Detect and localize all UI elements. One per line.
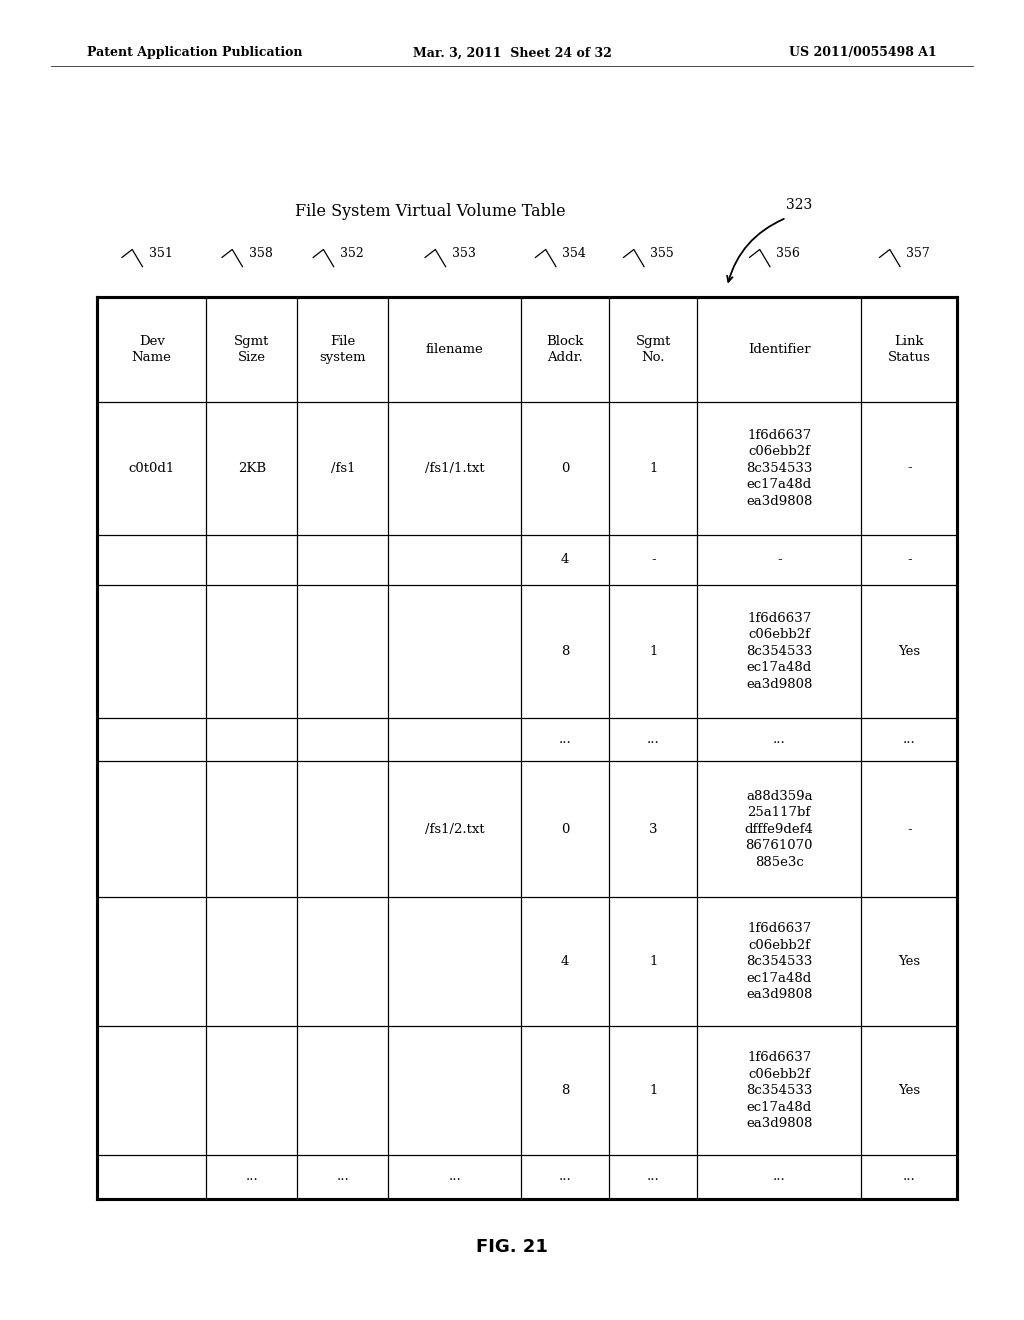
Text: 0: 0 bbox=[561, 462, 569, 475]
Text: 1: 1 bbox=[649, 645, 657, 657]
Text: Yes: Yes bbox=[898, 956, 921, 968]
Text: ...: ... bbox=[337, 1171, 349, 1183]
Text: 3: 3 bbox=[649, 822, 657, 836]
Text: -: - bbox=[907, 462, 911, 475]
Text: ...: ... bbox=[773, 1171, 785, 1183]
Text: Link
Status: Link Status bbox=[888, 334, 931, 364]
Text: 357: 357 bbox=[906, 247, 930, 260]
Text: ...: ... bbox=[647, 733, 659, 746]
Text: Dev
Name: Dev Name bbox=[132, 334, 172, 364]
Text: 1f6d6637
c06ebb2f
8c354533
ec17a48d
ea3d9808: 1f6d6637 c06ebb2f 8c354533 ec17a48d ea3d… bbox=[746, 612, 812, 690]
Text: 358: 358 bbox=[249, 247, 272, 260]
Text: 1f6d6637
c06ebb2f
8c354533
ec17a48d
ea3d9808: 1f6d6637 c06ebb2f 8c354533 ec17a48d ea3d… bbox=[746, 1051, 812, 1130]
Text: ...: ... bbox=[246, 1171, 258, 1183]
Text: Patent Application Publication: Patent Application Publication bbox=[87, 46, 302, 59]
Text: 355: 355 bbox=[650, 247, 674, 260]
Text: ...: ... bbox=[903, 1171, 915, 1183]
Text: Mar. 3, 2011  Sheet 24 of 32: Mar. 3, 2011 Sheet 24 of 32 bbox=[413, 46, 611, 59]
Text: ...: ... bbox=[559, 733, 571, 746]
Text: Block
Addr.: Block Addr. bbox=[547, 334, 584, 364]
Text: ...: ... bbox=[903, 733, 915, 746]
Text: c0t0d1: c0t0d1 bbox=[129, 462, 175, 475]
Text: Yes: Yes bbox=[898, 645, 921, 657]
Text: 8: 8 bbox=[561, 645, 569, 657]
Text: ...: ... bbox=[773, 733, 785, 746]
Text: filename: filename bbox=[426, 343, 483, 356]
Bar bbox=[97, 297, 957, 1199]
Text: 4: 4 bbox=[561, 553, 569, 566]
Text: Yes: Yes bbox=[898, 1084, 921, 1097]
Text: Identifier: Identifier bbox=[748, 343, 811, 356]
Text: ...: ... bbox=[449, 1171, 461, 1183]
Text: ...: ... bbox=[647, 1171, 659, 1183]
Text: /fs1: /fs1 bbox=[331, 462, 355, 475]
Text: -: - bbox=[907, 822, 911, 836]
Text: ...: ... bbox=[559, 1171, 571, 1183]
Text: -: - bbox=[777, 553, 781, 566]
Text: Sgmt
Size: Sgmt Size bbox=[234, 334, 269, 364]
Text: 0: 0 bbox=[561, 822, 569, 836]
Text: a88d359a
25a117bf
dfffe9def4
86761070
885e3c: a88d359a 25a117bf dfffe9def4 86761070 88… bbox=[744, 789, 814, 869]
Text: 1f6d6637
c06ebb2f
8c354533
ec17a48d
ea3d9808: 1f6d6637 c06ebb2f 8c354533 ec17a48d ea3d… bbox=[746, 429, 812, 508]
Text: 1f6d6637
c06ebb2f
8c354533
ec17a48d
ea3d9808: 1f6d6637 c06ebb2f 8c354533 ec17a48d ea3d… bbox=[746, 923, 812, 1001]
Text: File System Virtual Volume Table: File System Virtual Volume Table bbox=[295, 203, 565, 219]
Text: 323: 323 bbox=[786, 198, 813, 211]
Text: -: - bbox=[651, 553, 655, 566]
Text: 352: 352 bbox=[340, 247, 364, 260]
Text: /fs1/2.txt: /fs1/2.txt bbox=[425, 822, 484, 836]
Text: -: - bbox=[907, 553, 911, 566]
Text: 1: 1 bbox=[649, 462, 657, 475]
Text: Sgmt
No.: Sgmt No. bbox=[636, 334, 671, 364]
Text: 1: 1 bbox=[649, 956, 657, 968]
Text: US 2011/0055498 A1: US 2011/0055498 A1 bbox=[790, 46, 937, 59]
Text: /fs1/1.txt: /fs1/1.txt bbox=[425, 462, 484, 475]
Text: 1: 1 bbox=[649, 1084, 657, 1097]
Text: 354: 354 bbox=[562, 247, 586, 260]
Text: 2KB: 2KB bbox=[238, 462, 266, 475]
Text: 353: 353 bbox=[452, 247, 475, 260]
Text: File
system: File system bbox=[319, 334, 367, 364]
Text: FIG. 21: FIG. 21 bbox=[476, 1238, 548, 1257]
Text: 4: 4 bbox=[561, 956, 569, 968]
Text: 356: 356 bbox=[776, 247, 800, 260]
Text: 351: 351 bbox=[148, 247, 172, 260]
Text: 8: 8 bbox=[561, 1084, 569, 1097]
